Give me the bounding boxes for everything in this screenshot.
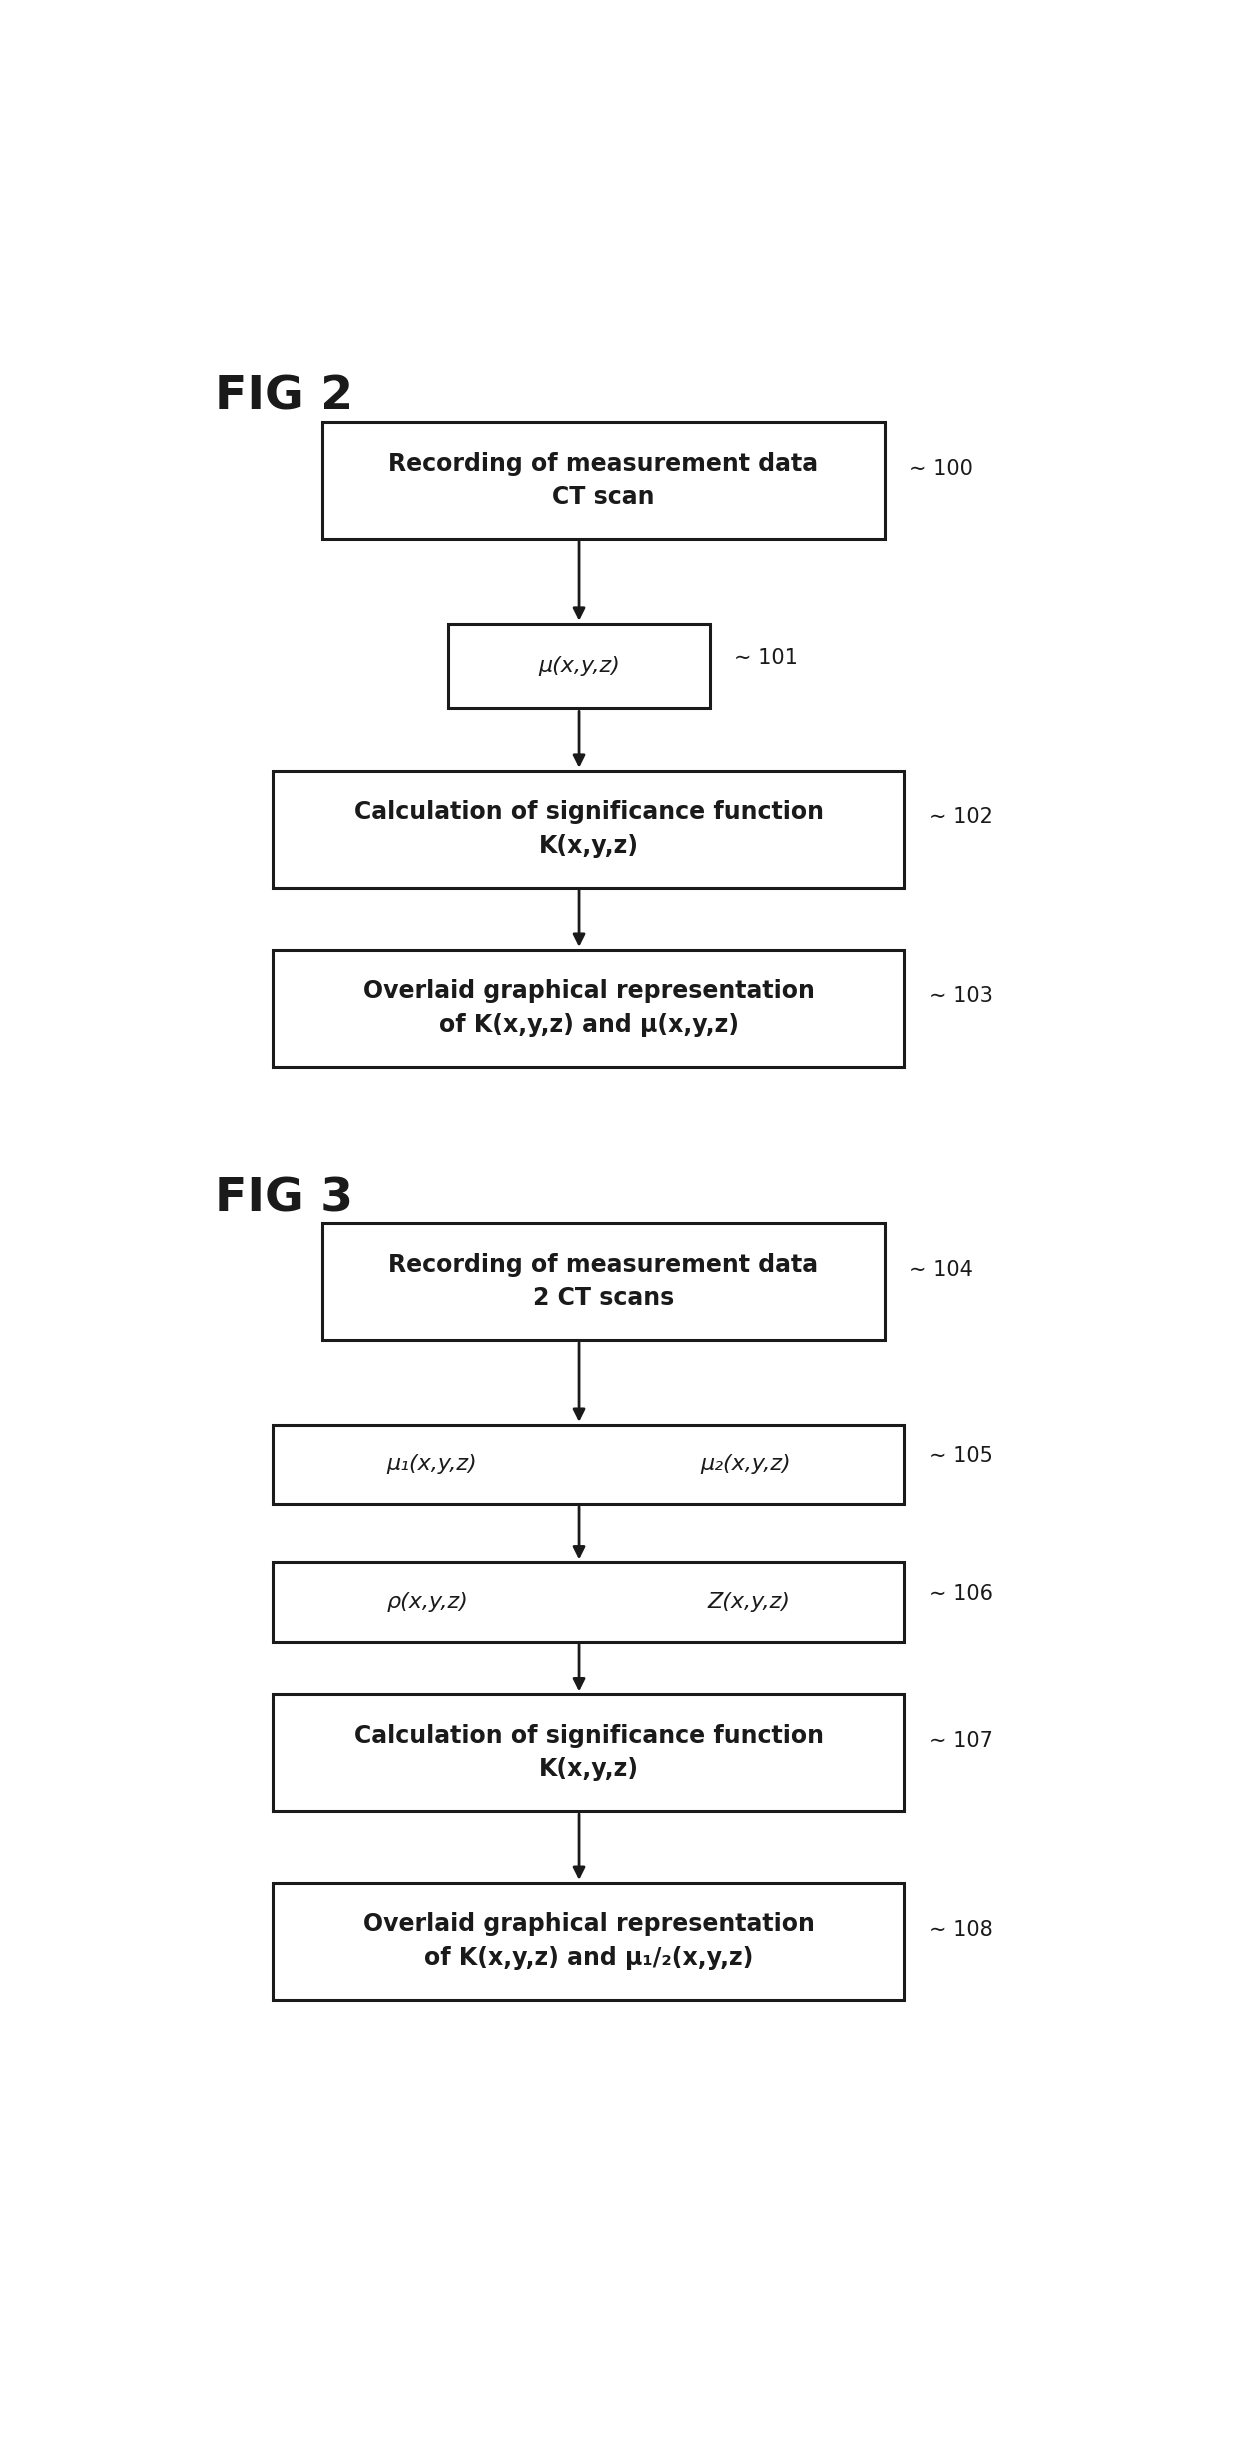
- Text: ∼ 104: ∼ 104: [910, 1261, 974, 1280]
- Text: Overlaid graphical representation
of K(x,y,z) and μ₁/₂(x,y,z): Overlaid graphical representation of K(x…: [363, 1912, 814, 1971]
- Text: FIG 3: FIG 3: [216, 1175, 353, 1222]
- Text: Calculation of significance function
K(x,y,z): Calculation of significance function K(x…: [353, 1723, 823, 1782]
- Text: FIG 2: FIG 2: [216, 375, 353, 421]
- Text: μ₂(x,y,z): μ₂(x,y,z): [700, 1454, 791, 1474]
- Text: ∼ 108: ∼ 108: [928, 1919, 992, 1939]
- Text: Overlaid graphical representation
of K(x,y,z) and μ(x,y,z): Overlaid graphical representation of K(x…: [363, 979, 814, 1038]
- Text: ∼ 106: ∼ 106: [928, 1584, 992, 1603]
- Text: ∼ 102: ∼ 102: [928, 808, 992, 827]
- Text: μ(x,y,z): μ(x,y,z): [539, 656, 620, 676]
- FancyBboxPatch shape: [449, 624, 710, 707]
- Text: Recording of measurement data
2 CT scans: Recording of measurement data 2 CT scans: [388, 1253, 818, 1310]
- FancyBboxPatch shape: [322, 1224, 885, 1339]
- Text: Z(x,y,z): Z(x,y,z): [708, 1591, 791, 1611]
- Text: ∼ 103: ∼ 103: [928, 987, 992, 1006]
- Text: ∼ 107: ∼ 107: [928, 1731, 992, 1750]
- Text: Calculation of significance function
K(x,y,z): Calculation of significance function K(x…: [353, 800, 823, 857]
- FancyBboxPatch shape: [273, 1562, 905, 1643]
- FancyBboxPatch shape: [273, 1883, 905, 2000]
- FancyBboxPatch shape: [273, 1425, 905, 1503]
- Text: ∼ 101: ∼ 101: [734, 649, 798, 668]
- FancyBboxPatch shape: [273, 950, 905, 1067]
- Text: Recording of measurement data
CT scan: Recording of measurement data CT scan: [388, 450, 818, 509]
- Text: ∼ 100: ∼ 100: [910, 458, 974, 480]
- Text: ∼ 105: ∼ 105: [928, 1447, 992, 1466]
- Text: ρ(x,y,z): ρ(x,y,z): [387, 1591, 469, 1611]
- Text: μ₁(x,y,z): μ₁(x,y,z): [387, 1454, 477, 1474]
- FancyBboxPatch shape: [322, 421, 885, 539]
- FancyBboxPatch shape: [273, 771, 905, 889]
- FancyBboxPatch shape: [273, 1694, 905, 1812]
